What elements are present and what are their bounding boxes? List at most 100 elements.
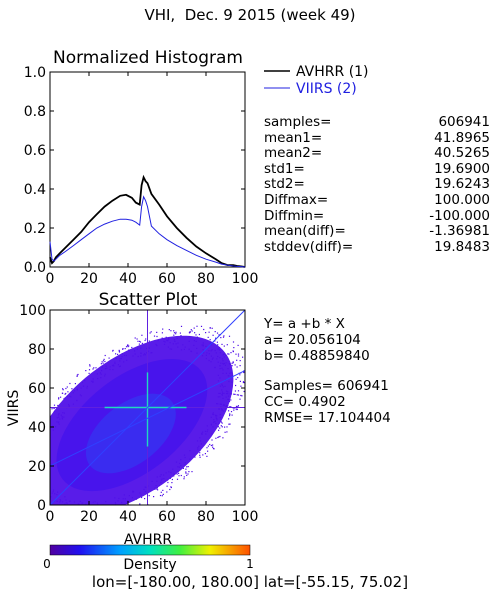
scatter-rmse: RMSE= 17.104404 — [264, 410, 391, 426]
scatter-point — [216, 415, 218, 417]
scatter-point — [160, 474, 162, 476]
scatter-point — [101, 361, 103, 363]
scatter-point — [229, 423, 231, 425]
scatter-point — [60, 500, 62, 502]
scatter-point — [32, 449, 33, 450]
scatter-point — [226, 426, 228, 428]
scatter-point — [180, 474, 182, 477]
scatter-point — [104, 368, 106, 370]
scatter-y-tick-label: 20 — [28, 459, 46, 475]
scatter-point — [23, 478, 24, 479]
scatter-y-tick-label: 60 — [28, 381, 46, 397]
scatter-point — [96, 373, 98, 375]
scatter-point — [47, 433, 48, 434]
scatter-point — [112, 349, 114, 351]
scatter-point — [131, 497, 133, 499]
scatter-point — [228, 380, 230, 383]
scatter-point — [104, 375, 106, 377]
scatter-point — [163, 474, 165, 476]
scatter-point — [34, 488, 35, 489]
scatter-point — [19, 482, 20, 483]
scatter-point — [34, 510, 35, 511]
scatter-point — [151, 352, 153, 354]
scatter-point — [148, 340, 150, 342]
scatter-point — [47, 441, 48, 442]
scatter-point — [56, 417, 58, 419]
scatter-point — [235, 405, 238, 407]
scatter-point — [213, 414, 215, 416]
page-title: VHI, Dec. 9 2015 (week 49) — [144, 6, 356, 24]
scatter-point — [173, 473, 175, 475]
scatter-point — [217, 374, 219, 376]
scatter-point — [57, 422, 59, 424]
scatter-point — [163, 343, 166, 345]
scatter-point — [125, 354, 127, 357]
scatter-point — [134, 337, 136, 339]
scatter-point — [51, 492, 53, 494]
scatter-point — [202, 431, 204, 433]
scatter-point — [39, 447, 40, 448]
scatter-point — [199, 440, 202, 442]
scatter-point — [132, 490, 134, 492]
scatter-point — [219, 352, 221, 354]
scatter-point — [61, 418, 64, 420]
scatter-point — [183, 454, 186, 456]
scatter-point — [232, 350, 234, 352]
scatter-point — [88, 369, 91, 371]
scatter-point — [230, 352, 232, 354]
scatter-point — [72, 392, 74, 394]
scatter-point — [210, 344, 212, 346]
scatter-point — [128, 349, 130, 351]
scatter-point — [72, 514, 73, 515]
colorbar-gradient — [49, 544, 251, 556]
scatter-point — [104, 516, 105, 517]
scatter-point — [33, 480, 34, 481]
scatter-point — [45, 455, 46, 456]
scatter-point — [216, 358, 218, 360]
scatter-point — [153, 335, 156, 337]
scatter-point — [58, 398, 60, 400]
scatter-point — [214, 340, 216, 342]
scatter-point — [64, 503, 66, 505]
scatter-point — [193, 340, 195, 342]
scatter-point — [151, 480, 153, 482]
scatter-point — [218, 429, 220, 431]
scatter-point — [46, 436, 47, 437]
scatter-point — [176, 478, 179, 480]
scatter-point — [228, 423, 230, 425]
scatter-title: Scatter Plot — [99, 290, 198, 310]
scatter-point — [180, 335, 182, 337]
scatter-point — [201, 355, 204, 357]
hist-y-tick-label: 0.2 — [24, 221, 46, 237]
scatter-point — [168, 338, 170, 340]
stat-value: -100.000 — [429, 207, 490, 224]
scatter-point — [233, 393, 235, 395]
scatter-point — [239, 398, 241, 400]
scatter-point — [172, 468, 174, 470]
scatter-point — [240, 385, 242, 387]
scatter-point — [189, 331, 191, 333]
scatter-point — [93, 367, 95, 369]
scatter-point — [53, 407, 55, 410]
scatter-point — [144, 486, 146, 488]
scatter-point — [68, 405, 70, 407]
scatter-point — [83, 507, 84, 508]
stat-label: Diffmin= — [264, 207, 325, 224]
scatter-point — [161, 337, 163, 339]
scatter-point — [82, 385, 85, 387]
scatter-point — [115, 357, 117, 359]
scatter-point — [182, 344, 184, 346]
scatter-point — [61, 417, 63, 419]
scatter-point — [237, 377, 239, 379]
stat-label: samples= — [264, 114, 332, 130]
scatter-point — [211, 433, 213, 435]
scatter-point — [243, 390, 245, 393]
scatter-point — [218, 347, 220, 349]
scatter-point — [180, 349, 183, 351]
scatter-point — [225, 406, 227, 408]
scatter-point — [59, 501, 61, 503]
scatter-point — [69, 519, 70, 520]
scatter-point — [80, 395, 82, 397]
scatter-point — [220, 337, 222, 339]
scatter-point — [40, 417, 41, 418]
